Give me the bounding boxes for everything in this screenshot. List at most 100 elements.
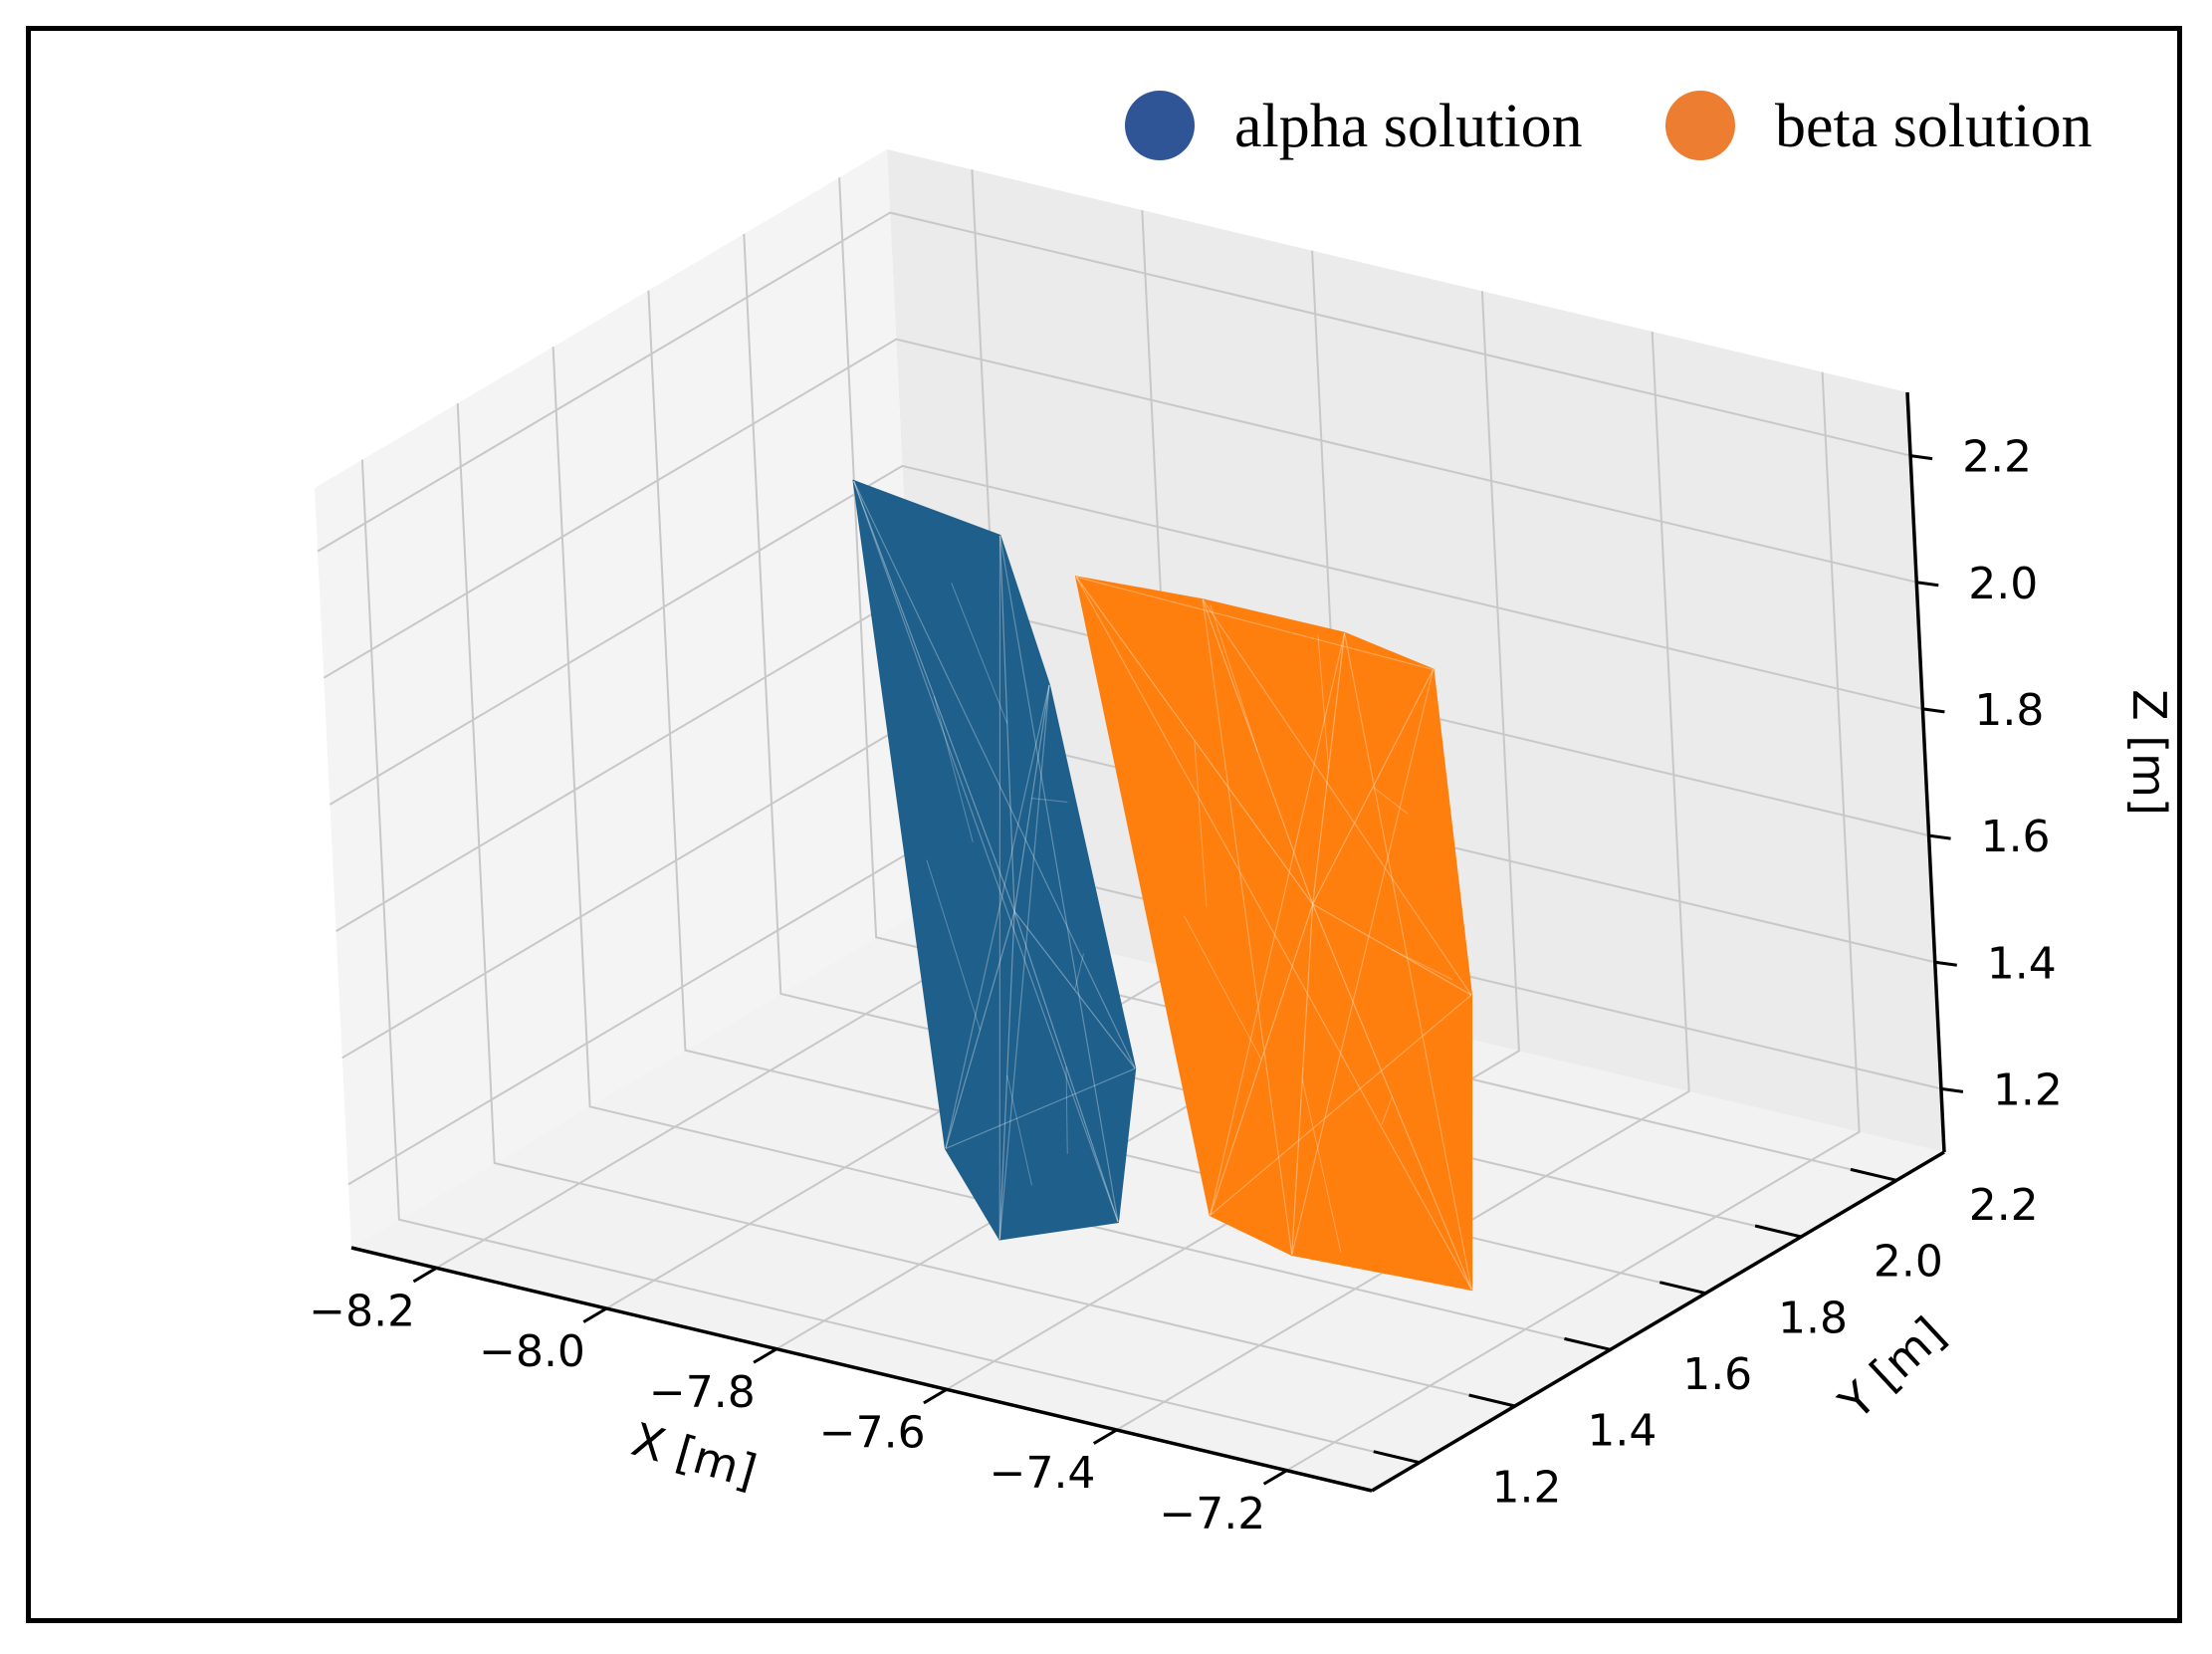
z-tick-label: 1.4 [1987,938,2057,989]
mesh-line [933,696,974,842]
mesh-line [1312,903,1472,1291]
y-tick [1373,1450,1421,1465]
grid-line-y [456,402,1516,1407]
mesh-line [1194,740,1208,908]
x-axis-line [350,1246,1373,1493]
mesh-line [1381,1096,1393,1125]
mesh-line [1013,910,1136,1069]
mesh-line [945,1067,1136,1149]
mesh-line [1312,669,1435,905]
mesh-line [1312,903,1472,996]
grid-line-y [838,177,1897,1182]
mesh-line [1210,632,1346,1216]
mesh-line [1075,576,1472,1291]
mesh-line [1291,669,1435,1256]
y-tick [1659,1281,1706,1296]
grid-line-x [1286,371,1861,1472]
x-axis-label: X [m] [626,1412,763,1499]
legend-item-beta: beta solution [1665,91,2093,160]
left-wall-pane [315,149,924,1248]
legend: alpha solution beta solution [1125,91,2093,160]
y-tick-label: 1.6 [1682,1349,1752,1400]
y-tick-label: 2.2 [1969,1180,2039,1231]
mesh-line [1343,632,1472,1291]
mesh-line [998,535,1119,1223]
z-tick [1928,833,1951,840]
y-tick-label: 2.0 [1874,1237,1943,1288]
mesh-line [853,480,1015,912]
mesh-line [853,480,1119,1223]
mesh-line [1301,1078,1342,1253]
mesh-line [1006,1074,1032,1186]
surface-fill [1074,576,1473,1292]
x-tick [1092,1428,1118,1445]
mesh-line [853,480,1136,1069]
floor-pane [351,909,1944,1491]
mesh-line [1210,994,1472,1216]
y-tick [1754,1224,1802,1239]
x-tick [412,1267,438,1284]
mesh-line [1013,684,1050,912]
surface-alpha [852,479,1137,1241]
grid-line-z [323,338,1917,679]
mesh-line [1202,599,1293,1256]
mesh-line [1013,911,1119,1223]
x-tick-label: −7.4 [990,1448,1096,1499]
legend-item-alpha: alpha solution [1125,91,1583,160]
x-tick [923,1388,948,1405]
mesh-line [1075,576,1434,671]
grid-line-z [329,464,1923,806]
legend-label: beta solution [1775,93,2093,160]
z-tick [1909,454,1933,461]
mesh-line [1392,949,1453,981]
mesh-line [1184,915,1262,1061]
y-tick-label: 1.8 [1778,1293,1848,1343]
surface-beta [1074,576,1473,1292]
z-axis-line [1905,391,1946,1153]
z-tick-label: 1.8 [1974,685,2044,736]
z-tick [1934,960,1957,967]
grid-line-z [317,211,1911,553]
mesh-line [1312,632,1346,905]
surface-fill [852,479,1137,1241]
mesh-line [1372,786,1409,815]
x-tick [1262,1469,1288,1486]
mesh-line [1202,599,1314,905]
mesh-line [998,535,1015,912]
surfaces [852,479,1473,1292]
z-tick-label: 1.6 [1981,812,2051,862]
legend-marker [1125,91,1195,160]
mesh-line [1317,634,1330,769]
x-tick [753,1347,777,1364]
grid-line-y [360,459,1421,1464]
y-tick [1468,1393,1516,1408]
z-tick [1916,581,1939,588]
z-tick-label: 2.2 [1962,432,2032,483]
mesh-line [945,911,1015,1149]
x-tick [582,1306,608,1323]
mesh-line [1202,598,1472,996]
grid-line-x [946,291,1520,1391]
mesh-line [1075,576,1314,905]
x-tick-label: −8.0 [479,1326,585,1377]
mesh-line [1210,604,1258,753]
mesh-line [1031,798,1068,803]
mesh-line [1065,1066,1068,1154]
grid-line-x [1116,331,1690,1431]
z-tick [1922,707,1945,714]
axes: −8.2 −8.0 −7.8 −7.6 −7.4 −7.2 1.2 1.4 1.6 1.8 2.0 2… [309,391,2176,1539]
legend-marker [1665,91,1735,160]
z-axis-label: Z [m] [2122,689,2176,816]
mesh-line [1074,953,1084,991]
z-tick [1940,1086,1964,1093]
grid-line-y [552,347,1611,1351]
mesh-line [998,911,1015,1240]
mesh-line [1291,903,1314,1256]
mesh-line [951,583,1008,724]
legend-label: alpha solution [1234,93,1583,160]
y-tick-label: 1.2 [1492,1462,1562,1513]
z-tick-label: 2.0 [1968,559,2038,609]
mesh-line [1210,903,1314,1216]
x-tick-label: −8.2 [309,1287,415,1337]
